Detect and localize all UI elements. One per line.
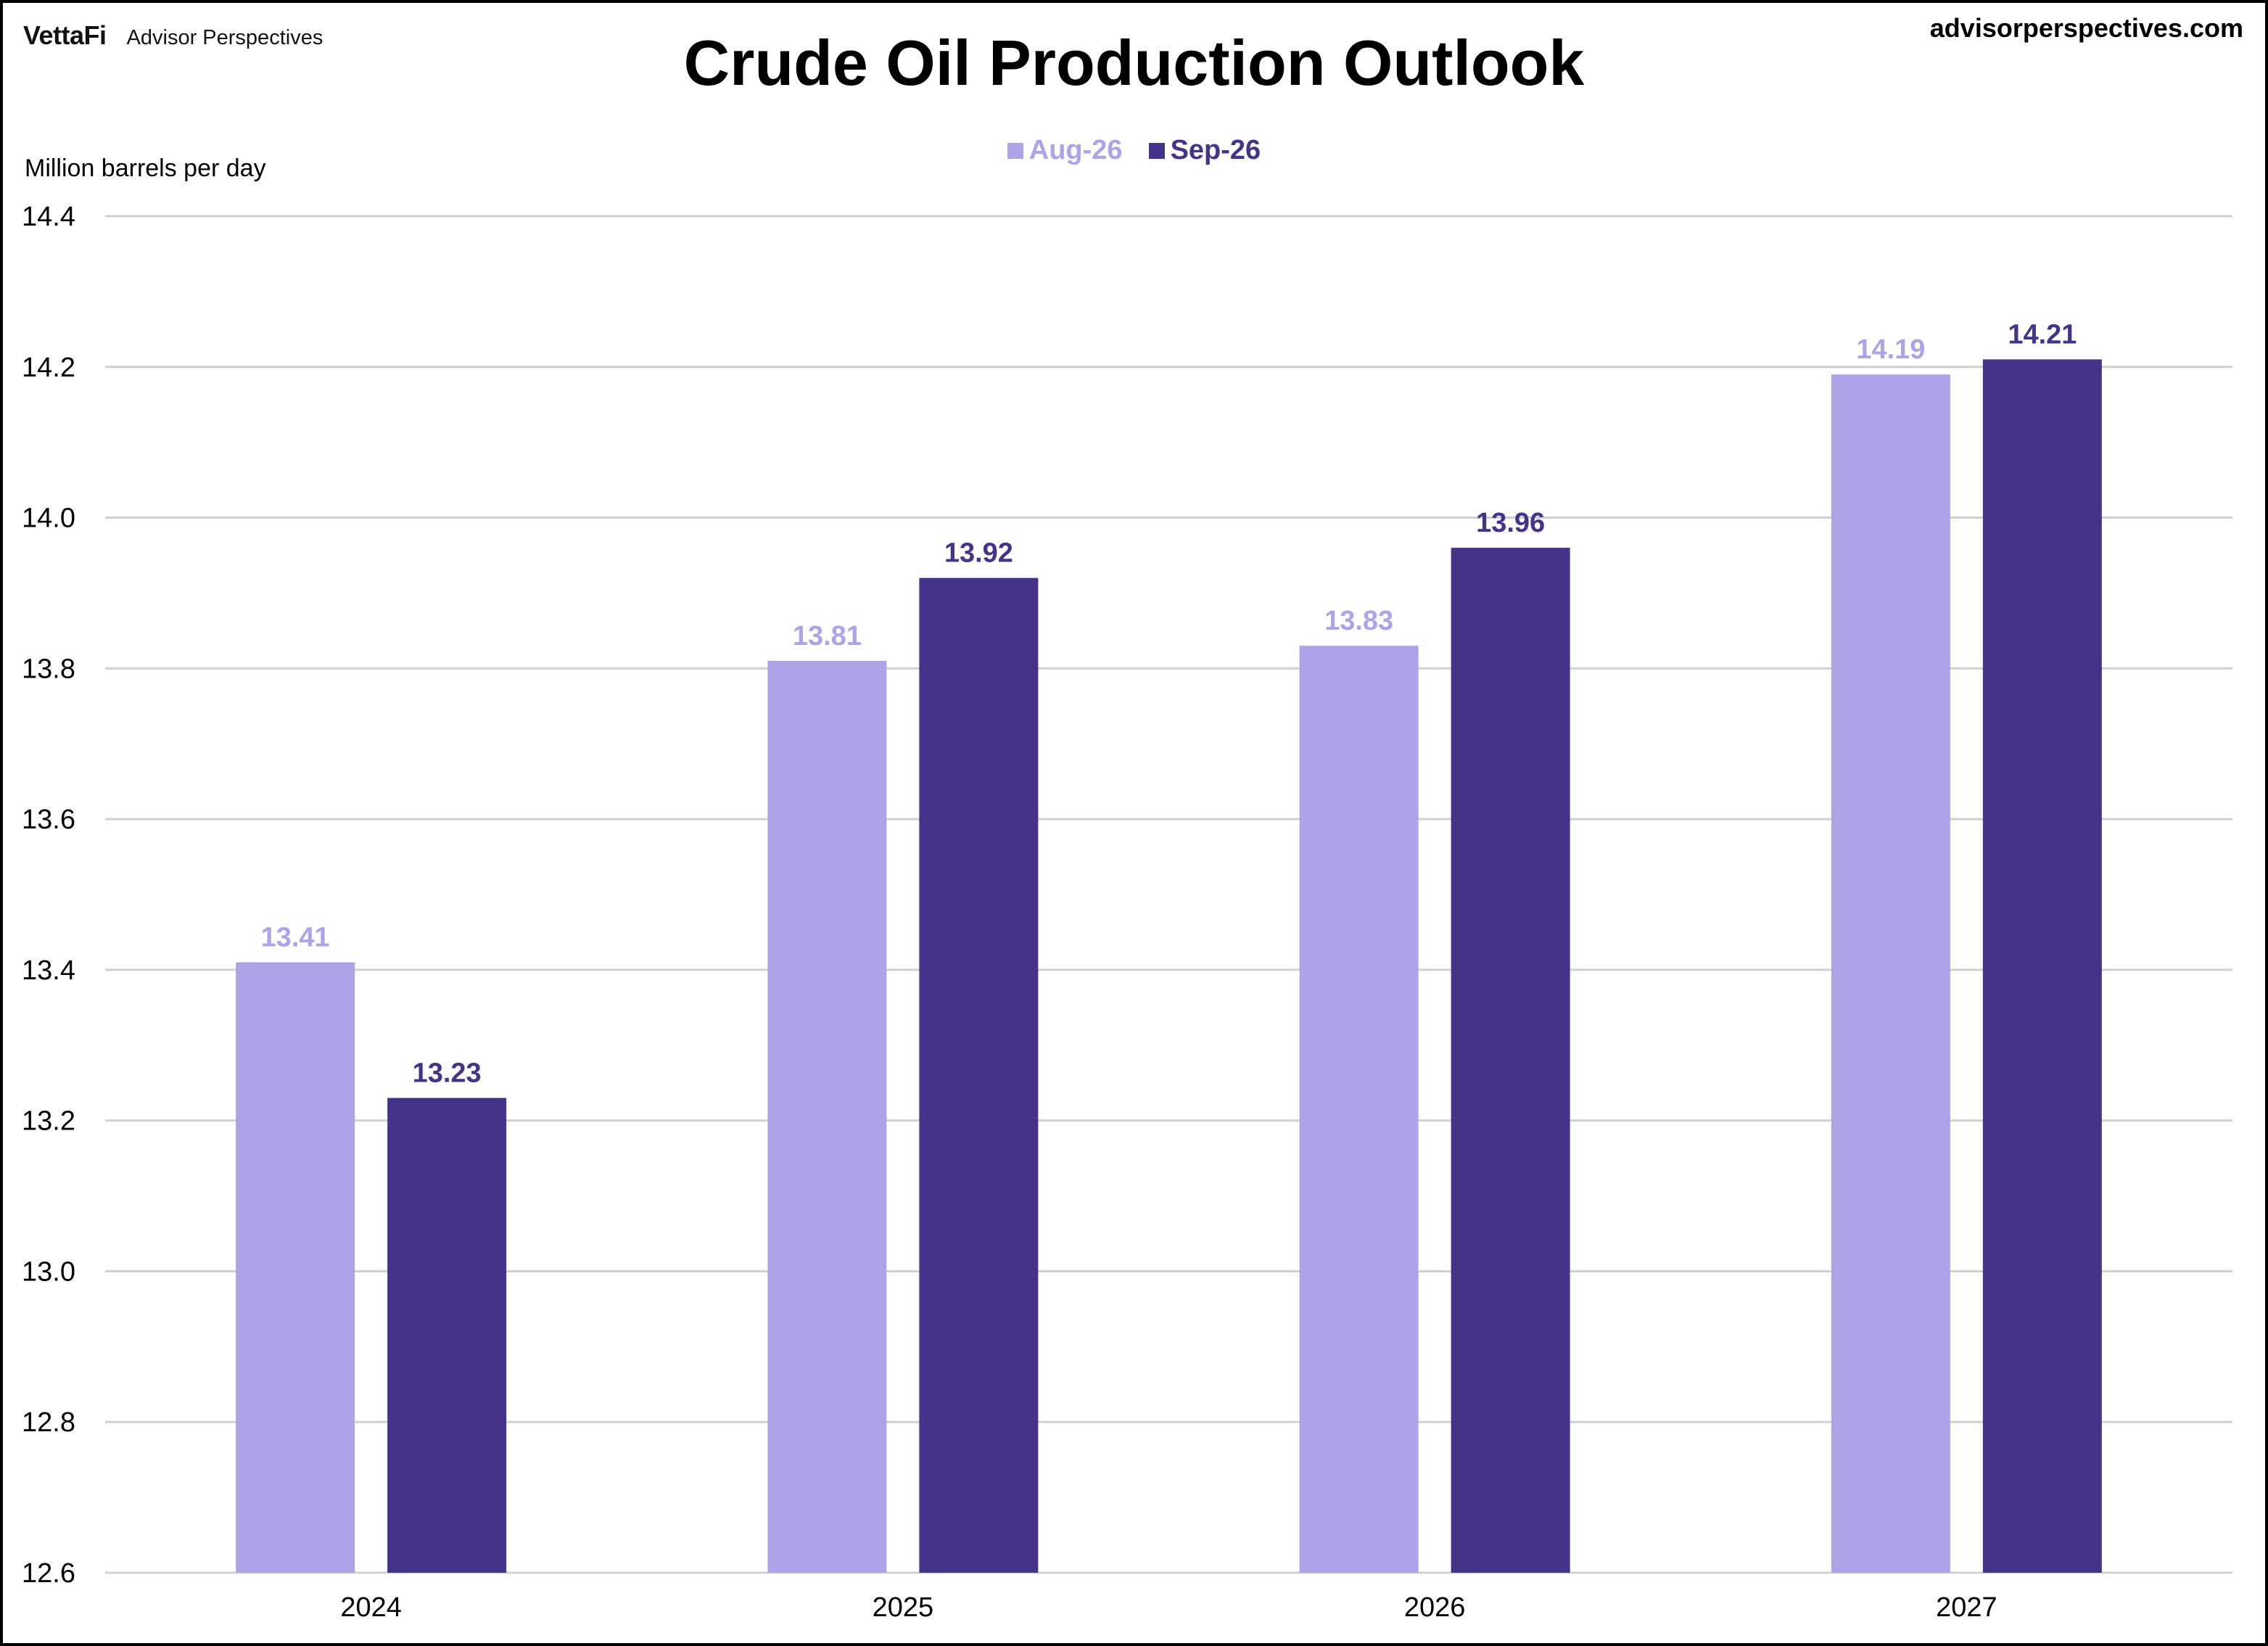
chart-title: Crude Oil Production Outlook xyxy=(683,27,1585,99)
y-tick-label: 13.4 xyxy=(22,955,75,986)
data-label: 13.23 xyxy=(413,1058,482,1089)
bar xyxy=(1831,374,1950,1573)
y-tick-label: 14.4 xyxy=(22,202,75,232)
y-tick-label: 13.0 xyxy=(22,1256,75,1287)
y-tick-label: 14.0 xyxy=(22,503,75,534)
bar xyxy=(919,577,1039,1573)
y-axis-label: Million barrels per day xyxy=(25,155,266,182)
y-tick-label: 12.8 xyxy=(22,1407,75,1438)
y-tick-label: 12.6 xyxy=(22,1558,75,1589)
legend-item-sep: Sep-26 xyxy=(1148,135,1261,166)
brand: VettaFi Advisor Perspectives xyxy=(23,20,323,51)
x-tick-label: 2025 xyxy=(873,1592,934,1623)
legend-label-sep: Sep-26 xyxy=(1170,135,1261,165)
bar xyxy=(1982,359,2102,1573)
data-label: 13.81 xyxy=(793,621,862,651)
bar xyxy=(387,1098,507,1573)
data-label: 13.92 xyxy=(944,538,1013,569)
legend-swatch-sep xyxy=(1148,142,1165,159)
x-tick-label: 2026 xyxy=(1404,1592,1466,1623)
legend: Aug-26 Sep-26 xyxy=(0,135,2268,166)
bar xyxy=(1299,646,1419,1573)
x-tick-label: 2024 xyxy=(340,1592,402,1623)
data-label: 13.83 xyxy=(1324,606,1393,636)
y-tick-label: 13.6 xyxy=(22,805,75,835)
data-label: 14.21 xyxy=(2008,319,2077,350)
legend-item-aug: Aug-26 xyxy=(1007,135,1123,166)
vettafi-logo: VettaFi xyxy=(23,20,107,50)
brand-subtitle: Advisor Perspectives xyxy=(126,26,323,49)
y-tick-label: 14.2 xyxy=(22,353,75,383)
bar xyxy=(767,660,887,1573)
data-label: 14.19 xyxy=(1856,334,1925,365)
legend-swatch-aug xyxy=(1007,142,1023,159)
site-url: advisorperspectives.com xyxy=(1929,13,2243,43)
data-label: 13.41 xyxy=(261,923,330,953)
bar xyxy=(1451,548,1570,1573)
y-tick-label: 13.8 xyxy=(22,654,75,684)
legend-label-aug: Aug-26 xyxy=(1028,135,1123,165)
data-label: 13.96 xyxy=(1476,508,1545,538)
x-tick-label: 2027 xyxy=(1936,1592,1997,1623)
y-tick-label: 13.2 xyxy=(22,1106,75,1137)
bar xyxy=(236,962,355,1573)
